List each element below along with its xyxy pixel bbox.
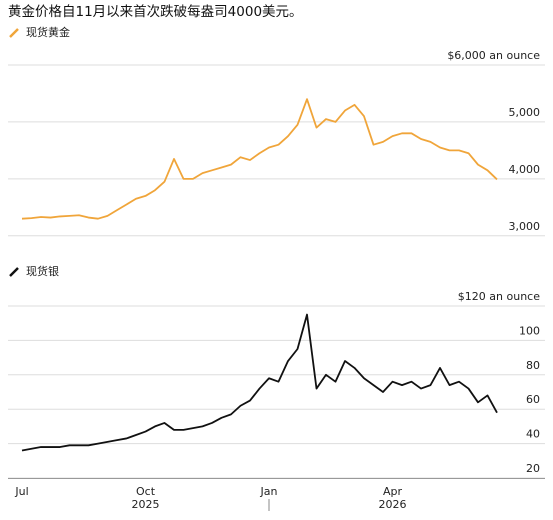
y-tick-label: $120 an ounce [458,290,540,303]
x-tick-label: Jan [260,485,278,498]
line-series [21,313,498,452]
y-tick-label: 4,000 [509,163,541,176]
x-tick-label: Jul [14,485,28,498]
y-tick-label: 40 [526,428,540,441]
legend-label: 现货黄金 [26,25,70,39]
y-tick-label: 100 [519,324,540,337]
y-tick-label: 20 [526,462,540,475]
y-tick-label: $6,000 an ounce [447,49,540,62]
legend-label: 现货银 [26,264,59,278]
x-tick-label: Apr [383,485,403,498]
year-label: 2026 [379,498,407,511]
legend-swatch [9,28,19,38]
x-tick-label: Oct [136,485,156,498]
y-tick-label: 5,000 [509,106,541,119]
year-label: 2025 [132,498,160,511]
y-tick-label: 3,000 [509,220,541,233]
y-tick-label: 60 [526,393,540,406]
chart-title: 黄金价格自11月以来首次跌破每盎司4000美元。 [8,4,303,20]
legend-swatch [9,267,19,277]
line-series [21,98,498,220]
y-tick-label: 80 [526,359,540,372]
